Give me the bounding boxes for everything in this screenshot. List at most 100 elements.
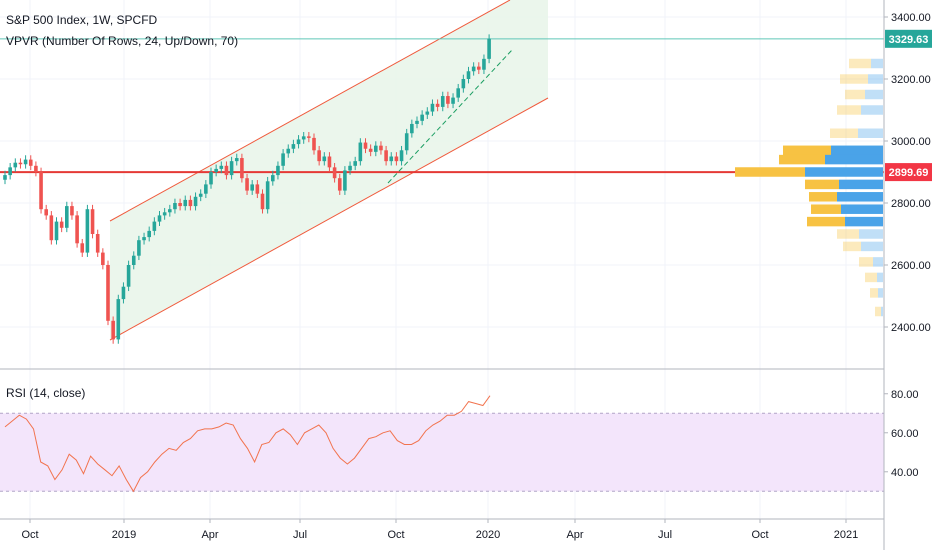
candle-body — [430, 103, 435, 112]
candle-body — [39, 172, 43, 210]
candle-body — [162, 212, 167, 216]
y-tick-label: 2400.00 — [891, 322, 931, 334]
vp-bar-down — [811, 204, 841, 214]
vp-bar-down — [859, 257, 873, 267]
candle-body — [425, 111, 430, 115]
candle-body — [75, 215, 79, 244]
candle-body — [410, 123, 414, 134]
channel-upper — [109, 0, 511, 222]
channel-lower — [109, 97, 549, 341]
x-tick-label: Apr — [201, 529, 218, 541]
vp-bar-up — [881, 306, 883, 317]
vp-bar-up — [865, 89, 883, 100]
candle-body — [482, 58, 486, 70]
candle-body — [466, 71, 471, 79]
rsi-line — [4, 395, 491, 493]
candle-body — [281, 153, 285, 166]
candle-body — [307, 136, 311, 138]
candle-body — [219, 165, 224, 169]
vp-bar-up — [861, 105, 883, 115]
price-tag-label: 3329.63 — [889, 34, 929, 46]
candle-body — [126, 265, 131, 287]
candle-body — [415, 120, 419, 124]
candle-body — [214, 168, 218, 172]
price-axis[interactable]: 2400.00 2600.00 2800.00 3000.00 3200.00 3400.… — [884, 12, 931, 334]
candle-body — [255, 184, 260, 194]
candlesticks — [3, 34, 491, 344]
candle-body — [70, 206, 74, 216]
candle-body — [152, 221, 157, 231]
rsi-tick-label: 40.00 — [891, 467, 919, 479]
vp-bar-up — [837, 192, 883, 202]
candle-body — [80, 243, 85, 253]
vp-bar-down — [830, 128, 858, 138]
candle-body — [384, 150, 388, 162]
candle-body — [317, 150, 321, 162]
x-tick-label: Oct — [751, 529, 768, 541]
candle-body — [368, 148, 373, 152]
candle-body — [271, 175, 275, 182]
rsi-axis[interactable]: 40.00 60.00 80.00 — [884, 389, 919, 479]
trend-line[interactable] — [387, 49, 513, 184]
candle-body — [116, 299, 121, 340]
vp-bar-up — [859, 229, 883, 239]
rsi-legend[interactable]: RSI (14, close) — [6, 386, 85, 400]
candle-body — [358, 142, 363, 162]
vp-bar-down — [809, 192, 837, 202]
vp-bar-up — [858, 128, 883, 138]
candle-body — [353, 161, 357, 166]
x-tick-label: 2021 — [834, 529, 858, 541]
candle-body — [59, 221, 64, 228]
y-tick-label: 3200.00 — [891, 74, 931, 86]
candle-body — [250, 184, 254, 191]
price-tag-label: 2899.69 — [889, 167, 929, 179]
candle-body — [477, 66, 481, 70]
candle-body — [276, 165, 280, 176]
candle-body — [420, 114, 424, 121]
vp-bar-down — [837, 105, 861, 115]
candle-body — [229, 161, 234, 176]
candle-body — [188, 199, 193, 207]
vp-bar-up — [877, 272, 883, 283]
candle-body — [451, 97, 455, 104]
candle-body — [332, 167, 337, 179]
candle-body — [131, 255, 136, 265]
candle-body — [137, 240, 141, 256]
channel-lines — [109, 0, 549, 341]
candle-body — [13, 162, 18, 168]
candle-body — [85, 209, 90, 253]
candle-body — [322, 156, 327, 162]
candle-body — [343, 170, 347, 191]
candle-body — [374, 145, 378, 152]
x-tick-label: Jul — [658, 529, 672, 541]
candle-body — [327, 156, 332, 168]
candle-body — [121, 286, 126, 300]
price-tag-bg — [885, 29, 932, 48]
vp-bar-down — [845, 89, 865, 100]
candle-body — [399, 150, 404, 162]
candle-body — [101, 252, 105, 265]
x-tick-label: Oct — [387, 529, 404, 541]
candle-body — [18, 162, 23, 165]
candle-body — [204, 184, 208, 194]
vp-bar-down — [865, 272, 877, 283]
candle-body — [245, 178, 249, 191]
candle-body — [234, 158, 239, 162]
candle-body — [173, 203, 177, 210]
vp-bar-up — [841, 204, 883, 214]
x-tick-label: 2020 — [476, 529, 500, 541]
candle-body — [260, 193, 265, 210]
y-tick-label: 3400.00 — [891, 12, 931, 24]
time-axis[interactable]: Oct 2019 Apr Jul Oct 2020 Apr Jul Oct 2021 — [21, 519, 858, 541]
vpvr-legend[interactable]: VPVR (Number Of Rows, 24, Up/Down, 70) — [6, 34, 238, 48]
price-tag-bg — [885, 163, 932, 182]
candle-body — [183, 199, 188, 207]
x-tick-label: Oct — [21, 529, 38, 541]
vp-bar-down — [840, 74, 868, 84]
vp-bar-up — [871, 58, 883, 69]
vp-bar-down — [779, 154, 825, 165]
vp-bar-down — [870, 288, 878, 298]
candle-body — [379, 145, 383, 151]
candle-body — [389, 156, 394, 162]
